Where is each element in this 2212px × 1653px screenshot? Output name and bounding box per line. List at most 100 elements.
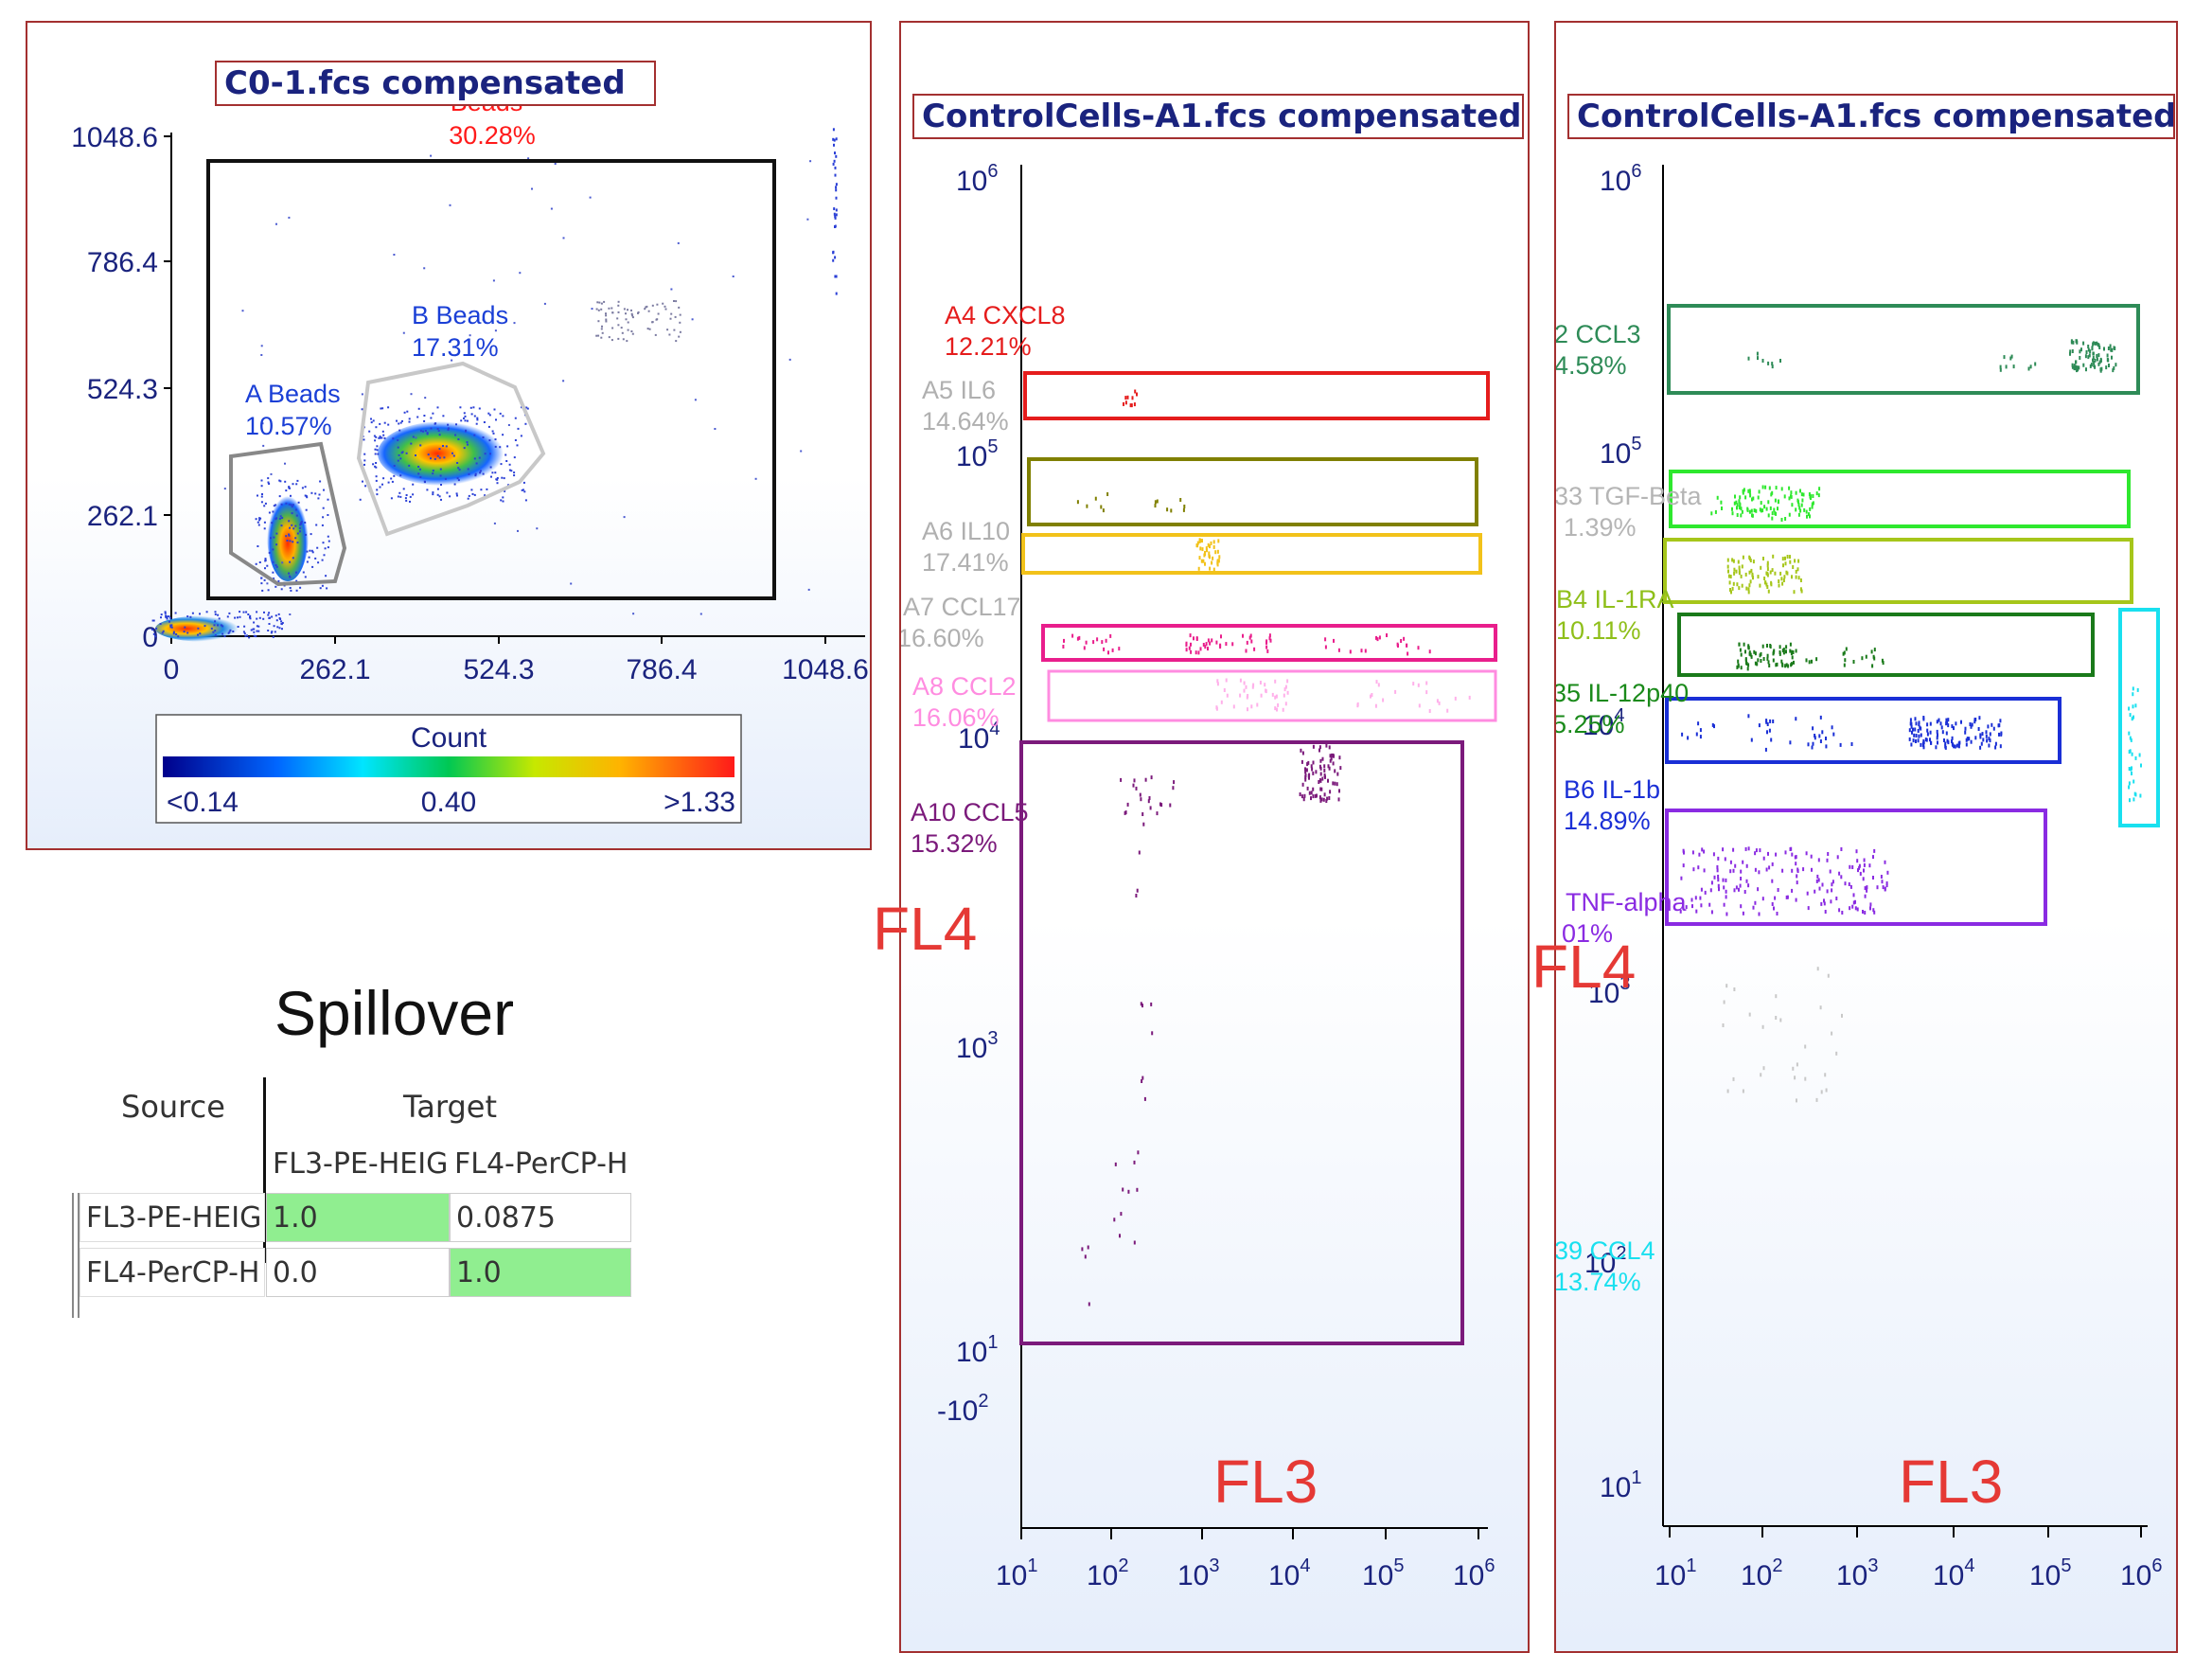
event-dot — [1738, 642, 1741, 647]
event-dot — [408, 420, 411, 423]
event-dot — [392, 437, 395, 440]
event-dot — [714, 428, 717, 430]
event-dot — [271, 615, 274, 618]
event-dot — [1775, 852, 1778, 857]
event-dot — [444, 477, 447, 480]
event-dot — [189, 615, 192, 618]
gate-beads[interactable] — [206, 159, 776, 600]
event-dot — [281, 517, 284, 519]
event-dot — [305, 495, 308, 497]
event-dot — [1738, 499, 1741, 504]
event-dot — [1778, 579, 1780, 583]
column-header[interactable]: FL3-PE-HEIG — [273, 1147, 447, 1181]
event-dot — [1724, 857, 1726, 862]
event-dot — [1767, 589, 1770, 594]
event-dot — [1796, 567, 1799, 572]
gate-a4-cxcl8[interactable] — [1023, 371, 1490, 420]
event-dot — [1798, 506, 1801, 510]
event-dot — [434, 457, 436, 460]
event-dot — [492, 432, 495, 435]
event-dot — [1765, 582, 1768, 587]
gate-a5-il6[interactable] — [1027, 457, 1478, 526]
event-dot — [1329, 758, 1332, 763]
row-header[interactable]: FL4-PerCP-H — [80, 1248, 265, 1297]
gate-b4-il-1ra[interactable] — [1663, 538, 2133, 604]
event-dot — [456, 462, 459, 464]
x-tick-label: 104 — [1268, 1555, 1311, 1591]
event-dot — [600, 336, 603, 339]
event-dot — [267, 589, 270, 592]
gate-35-il-12p40[interactable] — [1677, 613, 2095, 677]
gate-pct: 5.25% — [1556, 710, 1625, 738]
gate-a6-il10[interactable] — [1021, 533, 1482, 575]
event-dot — [1088, 1302, 1090, 1306]
gate-tnf-alpha[interactable] — [1665, 809, 2047, 926]
row-header[interactable]: FL3-PE-HEIG — [80, 1193, 265, 1242]
event-dot — [376, 445, 379, 448]
event-dot — [1766, 573, 1769, 578]
event-dot — [1286, 679, 1289, 684]
event-dot — [1825, 1088, 1828, 1093]
event-dot — [488, 439, 491, 442]
event-dot — [263, 611, 265, 613]
column-header[interactable]: FL4-PerCP-H — [454, 1147, 628, 1181]
event-dot — [1873, 648, 1876, 652]
event-dot — [1951, 739, 1953, 744]
event-dot — [1310, 796, 1312, 801]
event-dot — [1124, 810, 1126, 815]
event-dot — [1831, 725, 1833, 730]
gate-a8-ccl2[interactable] — [1047, 669, 1497, 722]
event-dot — [289, 575, 291, 578]
event-dot — [597, 309, 600, 311]
event-dot — [430, 427, 433, 430]
event-dot — [1190, 649, 1193, 654]
event-dot — [1806, 514, 1808, 519]
matrix-cell[interactable]: 1.0 — [450, 1248, 631, 1297]
event-dot — [1926, 732, 1929, 737]
gate-2-ccl3[interactable] — [1667, 304, 2140, 395]
event-dot — [310, 533, 312, 536]
event-dot — [1740, 513, 1743, 518]
event-dot — [1743, 890, 1746, 894]
event-dot — [1096, 637, 1099, 642]
event-dot — [1757, 356, 1759, 361]
gate-39-ccl4[interactable] — [2118, 608, 2160, 827]
event-dot — [290, 589, 292, 592]
event-dot — [1749, 559, 1752, 562]
gate-33-tgf-beta[interactable] — [1669, 470, 2131, 528]
event-dot — [1788, 512, 1791, 517]
event-dot — [1375, 635, 1377, 640]
event-dot — [1211, 560, 1213, 565]
matrix-cell[interactable]: 0.0 — [266, 1248, 450, 1297]
event-dot — [494, 445, 497, 448]
event-dot — [1188, 646, 1191, 650]
event-dot — [595, 334, 598, 337]
event-dot — [2092, 358, 2094, 363]
event-dot — [1716, 864, 1719, 869]
event-dot — [248, 636, 251, 639]
event-dot — [241, 310, 244, 312]
event-dot — [1775, 994, 1778, 999]
event-dot — [1815, 879, 1818, 883]
event-dot — [2082, 363, 2085, 367]
event-dot — [299, 524, 302, 526]
event-dot — [1758, 870, 1761, 875]
event-dot — [363, 453, 366, 455]
gate-b6-il-1b[interactable] — [1665, 697, 2062, 764]
event-dot — [1779, 1018, 1782, 1022]
event-dot — [1780, 659, 1783, 664]
event-dot — [1802, 867, 1805, 872]
event-dot — [1738, 565, 1741, 570]
plot-title: ControlCells-A1.fcs compensated — [912, 94, 1524, 139]
gate-a7-ccl17[interactable] — [1041, 624, 1497, 662]
event-dot — [1912, 727, 1914, 732]
gate-a10-ccl5[interactable] — [1019, 740, 1464, 1345]
event-dot — [625, 312, 627, 315]
matrix-cell[interactable]: 1.0 — [266, 1193, 450, 1242]
gate-a-beads[interactable] — [229, 441, 347, 587]
event-dot — [374, 448, 377, 451]
event-dot — [1282, 707, 1284, 712]
matrix-cell[interactable]: 0.0875 — [450, 1193, 631, 1242]
gate-b-beads[interactable] — [356, 361, 546, 537]
event-dot — [1276, 707, 1278, 712]
